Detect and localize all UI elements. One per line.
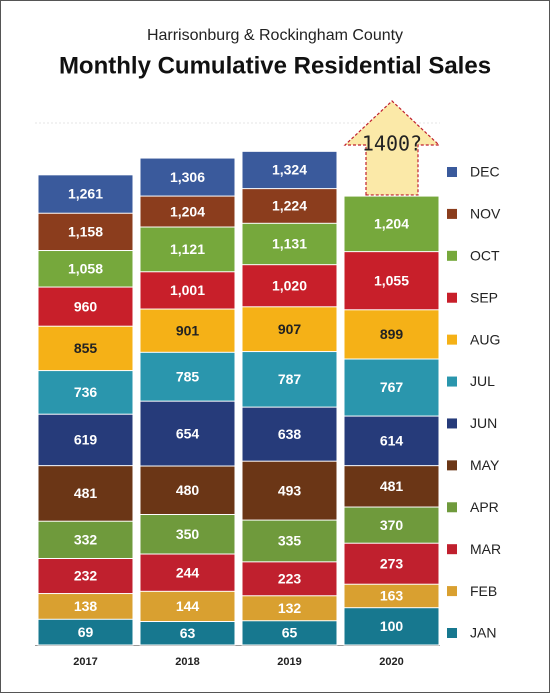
legend-label: MAY [470, 457, 500, 473]
legend-label: FEB [470, 583, 497, 599]
annotation: 1400? [362, 132, 422, 156]
value-label: 855 [74, 340, 98, 356]
chart-title: Monthly Cumulative Residential Sales [59, 52, 491, 79]
value-label: 335 [278, 533, 302, 549]
value-label: 163 [380, 588, 404, 604]
chart-subtitle: Harrisonburg & Rockingham County [147, 27, 403, 44]
legend-label: APR [470, 499, 499, 515]
value-label: 736 [74, 384, 98, 400]
value-label: 138 [74, 598, 98, 614]
value-label: 654 [176, 425, 200, 441]
x-tick-label: 2018 [175, 656, 199, 668]
value-label: 493 [278, 482, 302, 498]
legend-label: MAR [470, 541, 501, 557]
legend-label: NOV [470, 206, 501, 222]
value-label: 370 [380, 517, 404, 533]
legend-label: JUN [470, 415, 497, 431]
value-label: 767 [380, 379, 404, 395]
value-label: 223 [278, 571, 302, 587]
bar-segment [139, 621, 236, 646]
legend-label: OCT [470, 248, 500, 264]
legend-swatch [447, 544, 457, 555]
legend-label: JAN [470, 625, 496, 641]
legend-swatch [447, 334, 457, 345]
value-label: 63 [180, 625, 196, 641]
value-label: 1,204 [170, 203, 205, 219]
value-label: 481 [380, 478, 404, 494]
legend-label: SEP [470, 289, 498, 305]
legend-swatch [447, 250, 457, 261]
value-label: 100 [380, 618, 404, 634]
value-label: 1,001 [170, 282, 205, 298]
bar-segment [343, 607, 440, 646]
value-label: 1,131 [272, 236, 307, 252]
value-label: 232 [74, 568, 98, 584]
value-label: 614 [380, 433, 404, 449]
x-tick-label: 2017 [73, 656, 97, 668]
value-label: 787 [278, 371, 302, 387]
value-label: 1,055 [374, 272, 409, 288]
value-label: 1,058 [68, 260, 103, 276]
value-label: 1,324 [272, 162, 307, 178]
x-tick-label: 2019 [277, 656, 301, 668]
legend-swatch [447, 418, 457, 429]
value-label: 132 [278, 600, 302, 616]
x-tick-label: 2020 [379, 656, 403, 668]
legend-swatch [447, 292, 457, 303]
value-label: 350 [176, 526, 200, 542]
legend-swatch [447, 502, 457, 513]
legend-swatch [447, 460, 457, 471]
legend-label: AUG [470, 331, 500, 347]
value-label: 1,158 [68, 224, 103, 240]
value-label: 1,224 [272, 198, 307, 214]
bar-segment [37, 618, 134, 646]
value-label: 899 [380, 326, 404, 342]
value-label: 480 [176, 482, 200, 498]
legend-swatch [447, 167, 457, 177]
value-label: 619 [74, 432, 98, 448]
legend-label: DEC [470, 164, 500, 180]
value-label: 1,261 [68, 186, 103, 202]
value-label: 481 [74, 485, 98, 501]
value-label: 901 [176, 322, 200, 338]
value-label: 1,306 [170, 169, 205, 185]
legend-swatch [447, 586, 457, 597]
value-label: 638 [278, 426, 302, 442]
value-label: 960 [74, 298, 98, 314]
value-label: 1,121 [170, 241, 205, 257]
value-label: 907 [278, 321, 302, 337]
value-label: 1,204 [374, 216, 409, 232]
legend-swatch [447, 208, 457, 219]
value-label: 65 [282, 625, 298, 641]
value-label: 785 [176, 368, 200, 384]
value-label: 1,020 [272, 277, 307, 293]
legend-swatch [447, 628, 457, 638]
value-label: 273 [380, 555, 404, 571]
legend-label: JUL [470, 373, 495, 389]
value-label: 144 [176, 598, 200, 614]
value-label: 244 [176, 564, 200, 580]
legend-swatch [447, 376, 457, 387]
value-label: 69 [78, 624, 94, 640]
bar-segment [241, 620, 338, 646]
value-label: 332 [74, 532, 98, 548]
house-arrow [343, 100, 441, 196]
